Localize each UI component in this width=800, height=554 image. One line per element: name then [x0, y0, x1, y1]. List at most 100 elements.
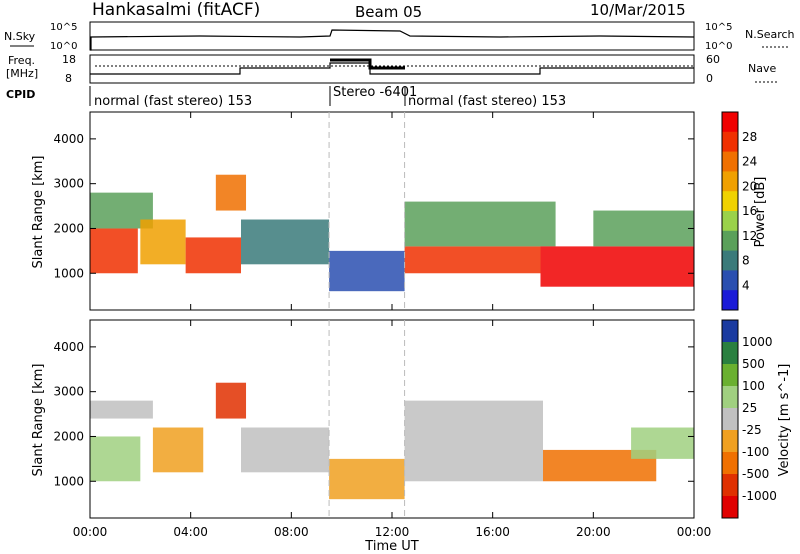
- velocity-echo-region: [631, 427, 694, 459]
- nave-tick-high: 60: [706, 53, 720, 66]
- velocity-echo-region: [90, 436, 141, 482]
- velocity-ylabel: Slant Range [km]: [31, 364, 46, 477]
- nsky-label: N.Sky: [4, 30, 36, 43]
- velocity-colorbar-cell: [722, 364, 738, 387]
- velocity-cbar-label: Velocity [m s^-1]: [777, 364, 792, 477]
- power-colorbar-cell: [722, 270, 738, 291]
- power-plot-area: [89, 111, 695, 311]
- velocity-colorbar-cell: [722, 452, 738, 475]
- date-label: 10/Mar/2015: [590, 1, 686, 19]
- velocity-echo-region: [215, 382, 247, 419]
- power-echo-region: [185, 237, 241, 274]
- x-tick-label: 08:00: [274, 525, 309, 539]
- x-axis-label: Time UT: [364, 539, 418, 554]
- velocity-colorbar-tick: -100: [742, 445, 769, 459]
- power-ytick-label: 2000: [53, 221, 84, 235]
- power-colorbar-tick: 24: [742, 155, 757, 169]
- x-tick-label: 04:00: [173, 525, 208, 539]
- freq-box: [89, 54, 695, 84]
- power-colorbar-tick: 16: [742, 204, 757, 218]
- freq-tick-high: 18: [62, 53, 76, 66]
- velocity-echo-region: [404, 400, 543, 482]
- freq-label-2: [MHz]: [6, 67, 38, 80]
- nave-tick-low: 0: [706, 72, 713, 85]
- power-echo-region: [329, 250, 405, 292]
- noise-tick-low-right: 10^0: [705, 41, 732, 52]
- power-colorbar-cell: [722, 171, 738, 192]
- velocity-colorbar-cell: [722, 474, 738, 497]
- velocity-colorbar-tick: 1000: [742, 335, 773, 349]
- nave-label: Nave: [748, 62, 776, 75]
- velocity-colorbar-cell: [722, 386, 738, 409]
- cpid-label: CPID: [6, 88, 35, 101]
- power-ytick-label: 4000: [53, 132, 84, 146]
- velocity-colorbar-tick: 500: [742, 357, 765, 371]
- velocity-ytick-label: 4000: [53, 340, 84, 354]
- velocity-colorbar-tick: 100: [742, 379, 765, 393]
- power-colorbar-tick: 4: [742, 278, 750, 292]
- velocity-ytick-label: 2000: [53, 429, 84, 443]
- power-colorbar-frame: [721, 111, 739, 311]
- velocity-colorbar-tick: -500: [742, 467, 769, 481]
- x-tick-label: 00:00: [677, 525, 712, 539]
- noise-box: [89, 21, 695, 51]
- velocity-colorbar-cell: [722, 408, 738, 431]
- power-colorbar-cell: [722, 112, 738, 133]
- x-tick-label: 20:00: [576, 525, 611, 539]
- power-echo-region: [90, 228, 138, 274]
- power-colorbar-cell: [722, 230, 738, 252]
- power-ytick-label: 1000: [53, 266, 84, 280]
- cpid-segment-1: normal (fast stereo) 153: [94, 94, 252, 109]
- velocity-colorbar-tick: -25: [742, 423, 762, 437]
- velocity-colorbar-frame: [721, 319, 739, 519]
- beam-label: Beam 05: [355, 3, 422, 21]
- noise-trace: [90, 29, 695, 51]
- power-colorbar-tick: 8: [742, 254, 750, 268]
- cpid-segment-3: normal (fast stereo) 153: [408, 94, 566, 109]
- power-ylabel: Slant Range [km]: [31, 156, 46, 269]
- power-echo-region: [140, 219, 186, 265]
- velocity-plot-area: [89, 319, 695, 519]
- velocity-ytick-label: 1000: [53, 474, 84, 488]
- power-echo-region: [241, 219, 330, 265]
- velocity-echo-region: [90, 400, 153, 419]
- power-colorbar-cell: [722, 191, 738, 212]
- x-tick-label: 16:00: [475, 525, 510, 539]
- power-ytick-label: 3000: [53, 177, 84, 191]
- velocity-colorbar-cell: [722, 430, 738, 453]
- noise-tick-high-right: 10^5: [705, 22, 732, 33]
- power-colorbar-cell: [722, 131, 738, 153]
- velocity-echo-region: [152, 427, 204, 473]
- x-tick-label: 00:00: [73, 525, 108, 539]
- freq-trace-stereo: [330, 58, 405, 70]
- power-colorbar-cell: [722, 151, 738, 172]
- station-title: Hankasalmi (fitACF): [92, 0, 260, 20]
- noise-tick-high: 10^5: [50, 22, 77, 33]
- power-colorbar-cell: [722, 290, 738, 311]
- power-cbar-label: Power [dB]: [753, 177, 768, 248]
- power-colorbar-tick: 12: [742, 229, 757, 243]
- power-echo-region: [404, 201, 556, 247]
- velocity-echo-region: [329, 458, 405, 500]
- power-echo-region: [593, 210, 694, 247]
- freq-tick-low: 8: [65, 72, 72, 85]
- power-colorbar-tick: 28: [742, 130, 757, 144]
- power-echo-region: [540, 246, 694, 287]
- velocity-ytick-label: 3000: [53, 385, 84, 399]
- freq-label-1: Freq.: [8, 54, 35, 67]
- power-echo-region: [215, 174, 247, 211]
- velocity-colorbar-cell: [722, 320, 738, 343]
- power-echo-region: [404, 246, 541, 274]
- velocity-echo-region: [241, 427, 330, 473]
- power-colorbar-cell: [722, 211, 738, 232]
- x-tick-label: 12:00: [375, 525, 410, 539]
- power-colorbar-tick: 20: [742, 179, 757, 193]
- velocity-colorbar-tick: -1000: [742, 489, 777, 503]
- cpid-segment-2: Stereo -6401: [333, 85, 417, 100]
- velocity-colorbar-tick: 25: [742, 401, 757, 415]
- velocity-colorbar-cell: [722, 342, 738, 365]
- noise-tick-low: 10^0: [50, 41, 77, 52]
- velocity-colorbar-cell: [722, 496, 738, 519]
- nsearch-label: N.Search: [745, 28, 795, 41]
